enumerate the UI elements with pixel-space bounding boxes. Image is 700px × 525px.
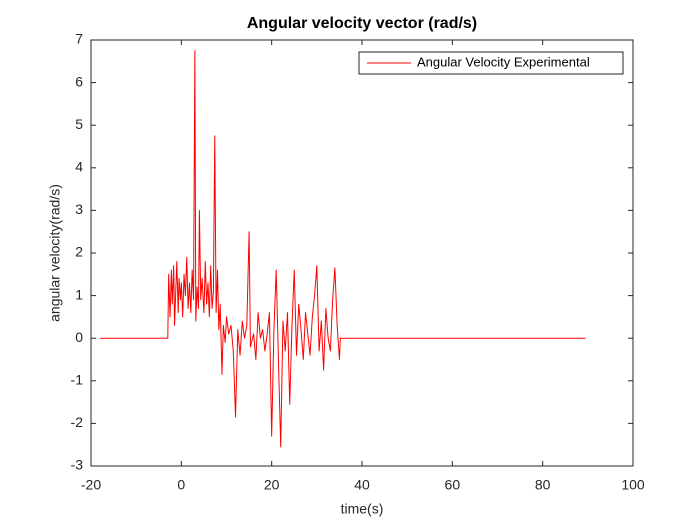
legend-label: Angular Velocity Experimental [417,54,590,69]
y-tick-label: 7 [75,31,83,47]
y-tick-label: -2 [71,414,84,430]
y-axis-label: angular velocity(rad/s) [47,184,63,322]
x-tick-label: 100 [621,477,645,493]
x-tick-label: 80 [535,477,551,493]
data-line [100,50,586,448]
chart-title: Angular velocity vector (rad/s) [247,15,477,32]
y-tick-label: 4 [75,159,83,175]
x-axis-label: time(s) [341,501,384,517]
y-tick-label: -1 [71,372,84,388]
y-tick-label: 5 [75,116,83,132]
y-tick-label: 3 [75,201,83,217]
y-tick-label: 2 [75,244,83,260]
x-tick-label: 0 [177,477,185,493]
legend-box [358,51,624,75]
x-tick-label: -20 [81,477,101,493]
plot-area [90,39,634,467]
x-tick-label: 60 [445,477,461,493]
x-tick-label: 20 [264,477,280,493]
y-tick-label: 1 [75,286,83,302]
y-tick-label: 0 [75,329,83,345]
y-tick-label: 6 [75,73,83,89]
y-tick-label: -3 [71,457,84,473]
x-tick-label: 40 [354,477,370,493]
